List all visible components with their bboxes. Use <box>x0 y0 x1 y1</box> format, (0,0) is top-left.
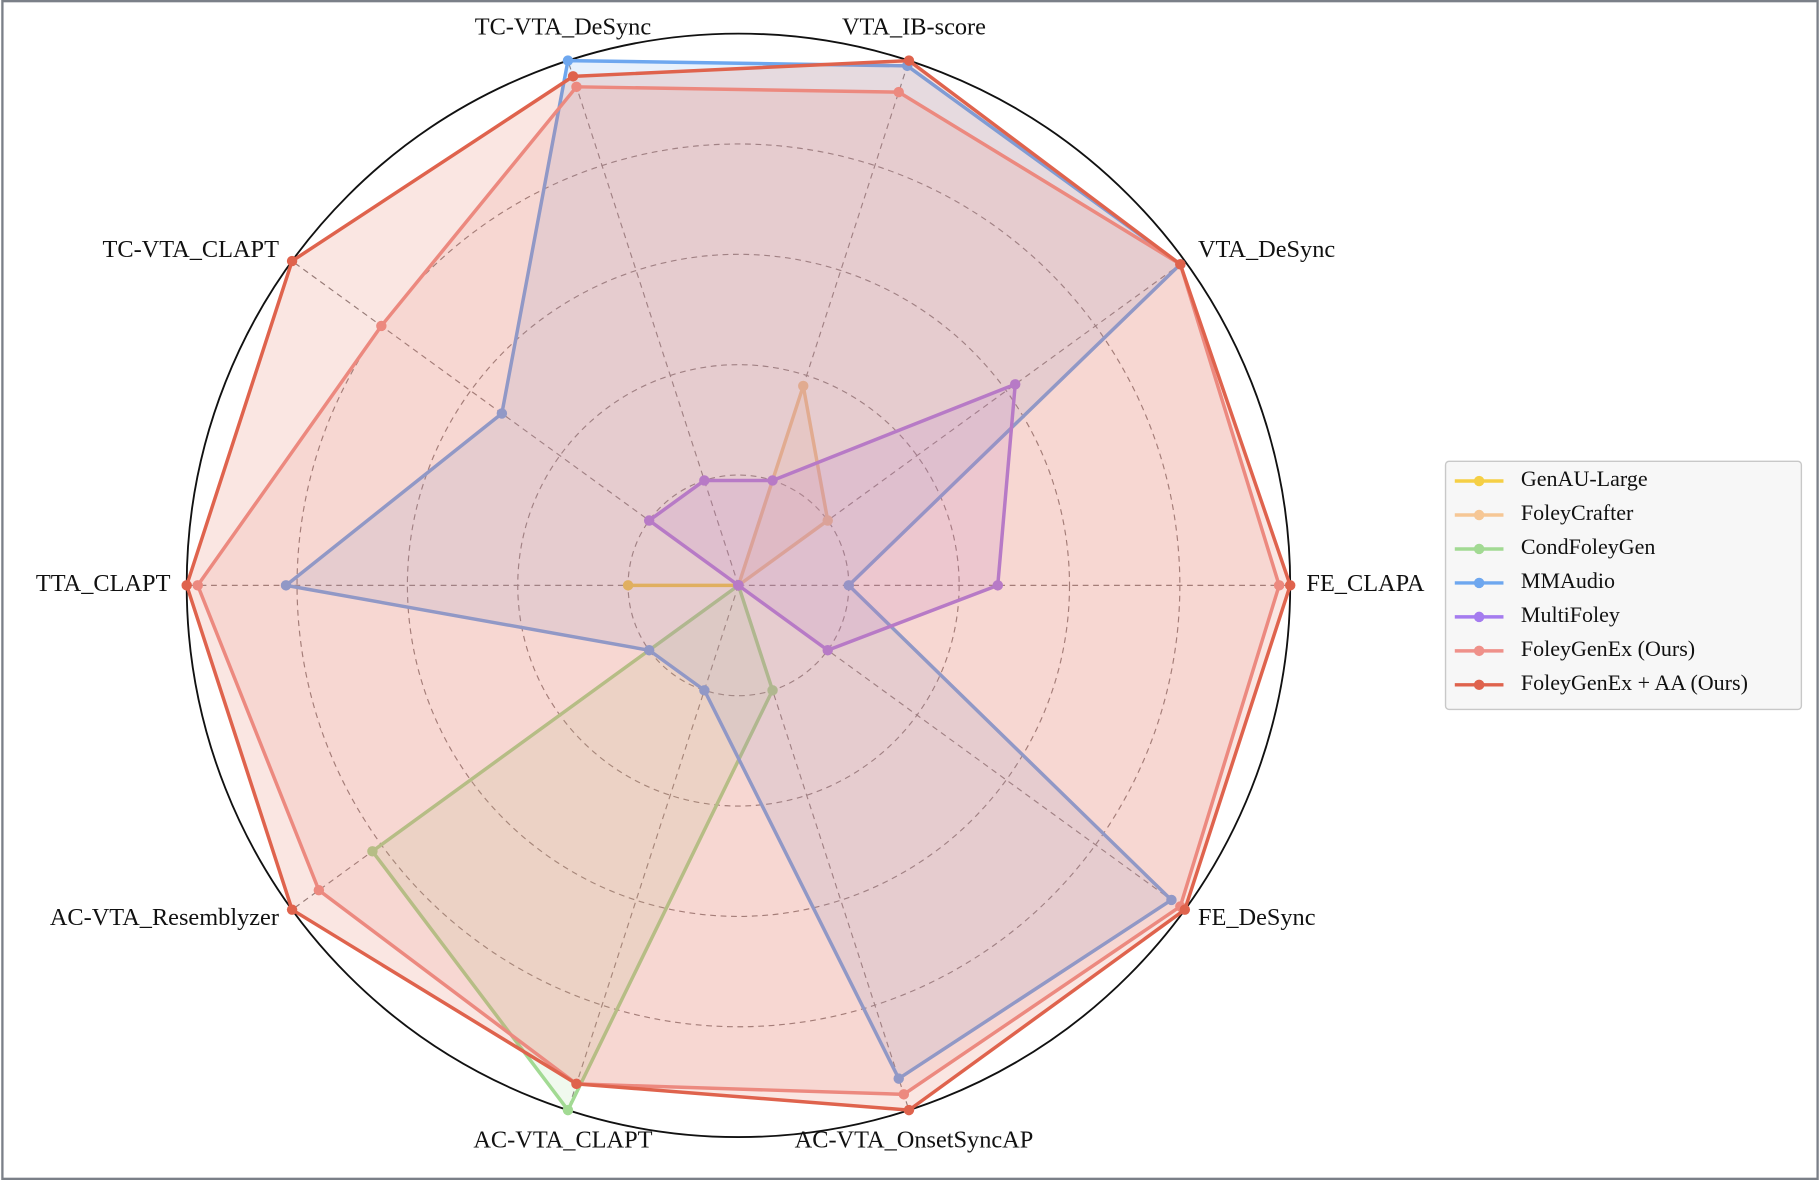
data-point <box>903 1104 915 1116</box>
axis-label: TC-VTA_CLAPT <box>102 236 279 263</box>
axis-label: TC-VTA_DeSync <box>475 14 652 41</box>
spoke <box>567 60 739 586</box>
spoke <box>291 260 739 586</box>
legend-label: MMAudio <box>1521 568 1615 593</box>
legend-marker <box>1473 475 1485 487</box>
data-point <box>1273 580 1285 591</box>
data-point <box>1009 379 1021 390</box>
legend-marker <box>1473 543 1485 555</box>
axis-label: VTA_DeSync <box>1198 236 1335 263</box>
axis-label: VTA_IB-score <box>842 14 986 41</box>
data-point <box>898 1089 910 1100</box>
data-point <box>562 55 574 66</box>
axis-label: AC-VTA_OnsetSyncAP <box>795 1126 1034 1153</box>
data-point <box>286 904 298 915</box>
data-point <box>496 408 508 419</box>
axis-label: FE_DeSync <box>1198 904 1316 931</box>
legend-marker <box>1473 611 1485 623</box>
spoke <box>737 585 910 1111</box>
data-point <box>367 846 378 857</box>
data-point <box>181 580 192 591</box>
legend-label: FoleyGenEx + AA (Ours) <box>1521 670 1748 695</box>
data-point <box>992 580 1003 591</box>
legend-marker <box>1473 679 1485 691</box>
data-point <box>1284 580 1296 591</box>
data-point <box>643 645 655 656</box>
axis-label: FE_CLAPA <box>1306 570 1425 597</box>
data-point <box>893 86 904 98</box>
legend-label: FoleyGenEx (Ours) <box>1521 636 1695 661</box>
data-point <box>571 81 582 93</box>
legend-label: FoleyCrafter <box>1521 500 1634 525</box>
data-point <box>893 1073 904 1084</box>
legend-box <box>1444 460 1803 711</box>
legend-label: CondFoleyGen <box>1521 534 1656 559</box>
axis-label: TTA_CLAPT <box>36 570 171 597</box>
data-point <box>376 320 387 332</box>
legend: GenAU-Large FoleyCrafter CondFoleyGen MMAud… <box>1444 460 1803 711</box>
data-point <box>767 685 778 696</box>
data-point <box>286 255 298 267</box>
data-point <box>1179 904 1191 915</box>
data-point <box>903 55 915 66</box>
data-point <box>699 685 710 696</box>
spoke <box>737 60 910 586</box>
data-point <box>571 1078 582 1090</box>
axis-label: AC-VTA_CLAPT <box>473 1126 652 1153</box>
data-point <box>798 380 809 392</box>
series-area <box>736 384 830 588</box>
legend-marker <box>1473 509 1485 521</box>
legend-marker <box>1473 577 1485 589</box>
data-point <box>843 580 855 591</box>
data-point <box>280 580 292 591</box>
grid <box>185 32 1292 1139</box>
data-point <box>567 71 579 82</box>
data-point <box>1166 894 1177 906</box>
data-point <box>313 884 325 896</box>
data-point <box>562 1104 574 1116</box>
data-point <box>767 475 778 486</box>
data-point <box>822 645 833 656</box>
data-point <box>643 515 655 526</box>
axis-labels: FE_CLAPA VTA_DeSync VTA_IB-score TC-VTA_DeS… <box>36 14 1425 1154</box>
axis-label: AC-VTA_Resemblyzer <box>50 904 279 931</box>
data-point <box>699 475 710 486</box>
data-point <box>192 580 203 591</box>
grid-ring <box>406 253 1071 917</box>
data-point <box>1175 259 1186 270</box>
data-point <box>622 580 634 591</box>
legend-label: GenAU-Large <box>1521 466 1648 491</box>
spoke <box>738 260 1186 586</box>
data-point <box>822 515 833 526</box>
series-layer <box>181 55 1296 1116</box>
legend-label: MultiFoley <box>1521 602 1620 627</box>
spoke <box>567 585 739 1111</box>
spoke <box>738 584 1186 911</box>
legend-marker <box>1473 645 1485 657</box>
data-point <box>733 580 744 591</box>
